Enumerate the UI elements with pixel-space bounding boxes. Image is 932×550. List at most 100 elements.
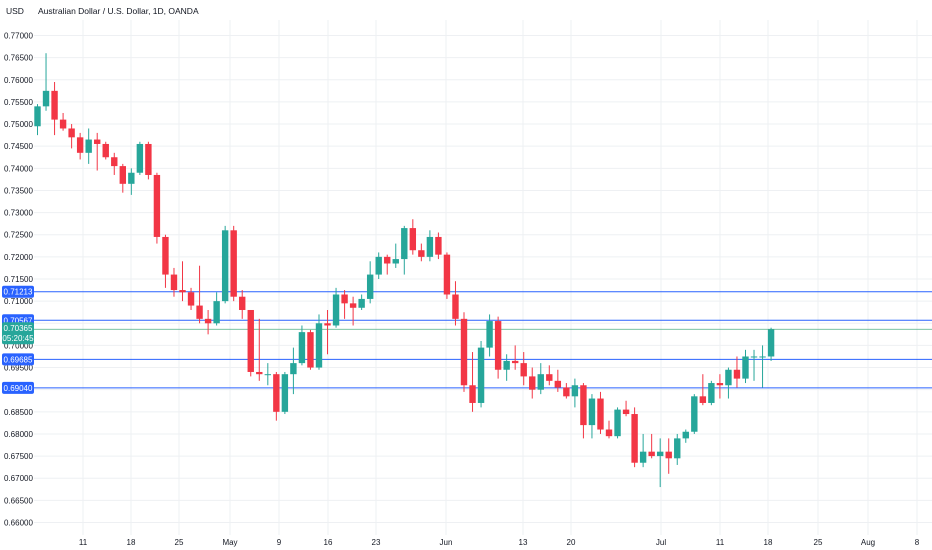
candle-body — [51, 90, 58, 120]
candle-body — [716, 383, 724, 386]
candle-body — [324, 323, 331, 326]
candle-body — [460, 318, 468, 386]
svg-text:0.69040: 0.69040 — [4, 384, 33, 393]
svg-text:0.69685: 0.69685 — [4, 355, 33, 364]
candle-body — [733, 369, 741, 379]
candle-body — [247, 309, 254, 372]
y-tick-label: 0.76500 — [4, 54, 33, 63]
candle-body — [349, 303, 357, 308]
x-tick-label: Jun — [440, 538, 453, 547]
x-tick-label: Jul — [656, 538, 666, 547]
y-tick-label: 0.77000 — [4, 32, 33, 41]
candle-body — [111, 157, 118, 167]
y-tick-label: 0.74000 — [4, 164, 33, 173]
candle-body — [196, 305, 203, 319]
candle-body — [281, 374, 289, 412]
candle-body — [494, 321, 502, 370]
level-price-tag: 0.69685 — [2, 353, 34, 366]
candle-body — [239, 296, 246, 310]
candle-body — [708, 383, 715, 403]
candle-body — [674, 438, 681, 459]
candle-body — [452, 294, 459, 319]
bar-countdown: 05:20:45 — [2, 334, 34, 343]
candle-body — [307, 332, 314, 368]
candle-body — [622, 409, 630, 415]
candle-body — [477, 347, 485, 403]
y-tick-label: 0.72500 — [4, 231, 33, 240]
level-price-tag: 0.69040 — [2, 381, 34, 394]
candle-body — [648, 451, 655, 457]
candle-body — [179, 290, 186, 293]
y-tick-label: 0.67000 — [4, 474, 33, 483]
y-tick-label: 0.66500 — [4, 496, 33, 505]
candle-body — [204, 318, 212, 324]
candle-body — [42, 90, 50, 107]
last-price-value: 0.70365 — [4, 324, 33, 333]
candle-body — [187, 292, 195, 306]
candle-body — [563, 387, 570, 397]
candle-body — [571, 385, 579, 397]
candle-body — [631, 414, 638, 463]
x-tick-label: Aug — [861, 538, 875, 547]
candle-body — [213, 301, 220, 324]
candle-body — [366, 274, 374, 299]
candle-body — [170, 274, 178, 291]
y-tick-label: 0.69500 — [4, 364, 33, 373]
candle-body — [435, 236, 442, 255]
x-tick-label: 18 — [127, 538, 136, 547]
candle-body — [119, 166, 126, 184]
y-tick-label: 0.73000 — [4, 209, 33, 218]
y-tick-label: 0.75000 — [4, 120, 33, 129]
candle-body — [554, 380, 562, 388]
y-tick-label: 0.68000 — [4, 430, 33, 439]
candle-body — [221, 230, 229, 302]
level-price-tag: 0.71213 — [2, 285, 34, 298]
candle-body — [469, 385, 476, 403]
y-tick-label: 0.66000 — [4, 519, 33, 528]
y-tick-label: 0.67500 — [4, 452, 33, 461]
candle-body — [332, 294, 340, 326]
candle-body — [546, 374, 553, 381]
candle-body — [520, 363, 527, 377]
candle-body — [34, 106, 41, 127]
x-tick-label: 13 — [519, 538, 528, 547]
candle-body — [273, 374, 280, 412]
y-tick-label: 0.75500 — [4, 98, 33, 107]
candle-body — [76, 137, 84, 153]
candle-body — [102, 143, 109, 158]
candle-body — [94, 139, 101, 144]
candle-body — [511, 360, 519, 364]
candle-body — [315, 323, 323, 368]
candle-body — [136, 143, 144, 173]
chart-grid — [34, 20, 932, 535]
candle-body — [59, 119, 67, 129]
y-tick-label: 0.71500 — [4, 275, 33, 284]
x-tick-label: May — [222, 538, 237, 547]
x-tick-label: 23 — [372, 538, 381, 547]
y-tick-label: 0.71000 — [4, 297, 33, 306]
candle-body — [597, 398, 604, 430]
candle-body — [588, 398, 596, 426]
candle-body — [725, 369, 732, 386]
candle-body — [418, 250, 425, 257]
currency-label: USD — [6, 6, 24, 16]
candle-body — [656, 451, 664, 457]
y-tick-label: 0.74500 — [4, 142, 33, 151]
y-tick-label: 0.70000 — [4, 341, 33, 350]
x-tick-label: 11 — [716, 538, 725, 547]
candle-body — [145, 143, 152, 175]
x-tick-label: 11 — [79, 538, 88, 547]
candle-body — [264, 374, 272, 376]
candle-body — [682, 431, 689, 439]
svg-text:0.70567: 0.70567 — [4, 316, 33, 325]
candle-body — [298, 332, 306, 364]
candle-body — [767, 329, 775, 357]
y-tick-label: 0.68500 — [4, 408, 33, 417]
candle-body — [742, 356, 749, 379]
candle-body — [699, 396, 707, 403]
candle-body — [401, 228, 408, 260]
x-axis: 11 18 25 May 9 16 23 Jun 13 20 Jul 11 18 25 Aug 8 — [79, 538, 920, 547]
x-tick-label: 25 — [814, 538, 823, 547]
